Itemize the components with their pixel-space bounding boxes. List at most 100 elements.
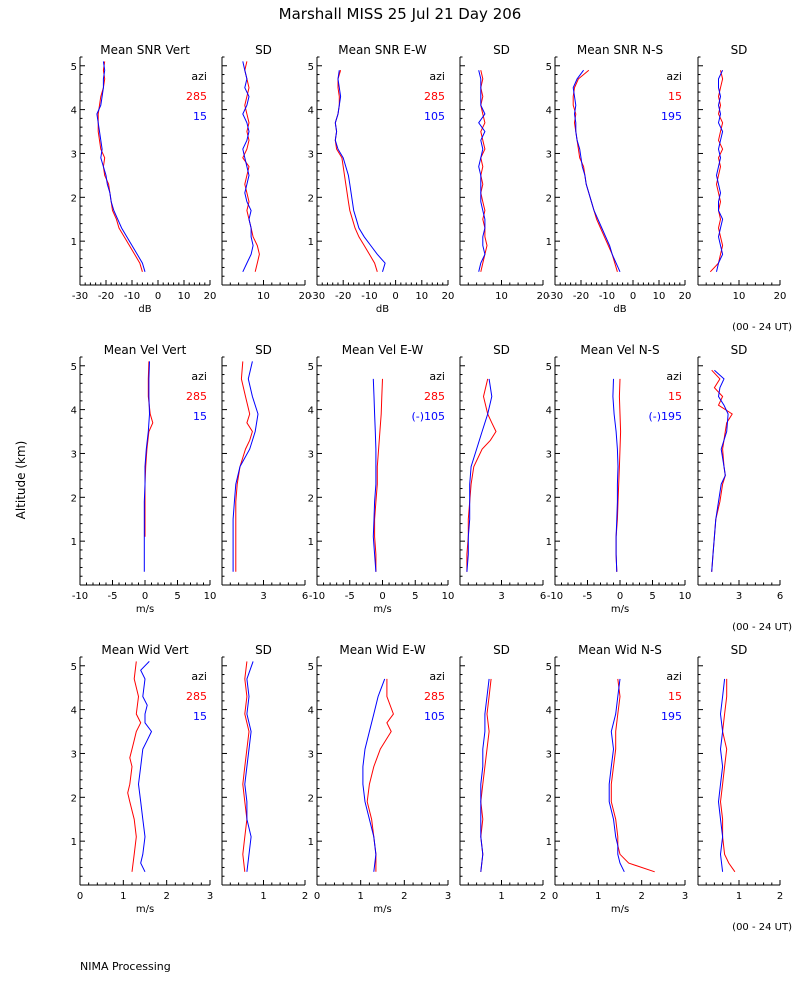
panel-0-3: SD 10 20 (459, 43, 550, 302)
x-tick-label: 10 (679, 591, 692, 602)
y-tick-label: 2 (308, 793, 314, 804)
y-tick-label: 1 (546, 837, 552, 848)
x-tick-label: 0 (77, 891, 83, 902)
y-tick-label: 3 (308, 749, 314, 760)
x-unit-label: dB (138, 304, 151, 315)
x-tick-label: -5 (108, 591, 118, 602)
legend-entry-blue: (-)195 (648, 410, 682, 423)
legend-entry-blue: 105 (424, 110, 445, 123)
series-line-red (709, 70, 724, 273)
series-line-red (615, 378, 622, 572)
legend-entry-blue: (-)105 (411, 410, 445, 423)
x-tick-label: 10 (178, 291, 191, 302)
panel-1-4: Mean Vel N-S -10 -5 0 5 10 1 2 3 4 5 m/s azi 15 (-)195 (546, 343, 692, 615)
x-unit-label: m/s (136, 604, 154, 615)
x-tick-label: 5 (174, 591, 180, 602)
x-tick-label: 5 (649, 591, 655, 602)
legend-header: azi (429, 370, 445, 383)
y-tick-label: 1 (546, 237, 552, 248)
y-tick-label: 2 (308, 493, 314, 504)
series-line-blue (572, 69, 621, 273)
legend-entry-red: 285 (424, 690, 445, 703)
legend-entry-blue: 105 (424, 710, 445, 723)
x-tick-label: -10 (309, 591, 325, 602)
x-unit-label: dB (613, 304, 626, 315)
series-line-red (144, 361, 154, 537)
x-tick-label: 0 (630, 291, 636, 302)
x-tick-label: 10 (733, 291, 746, 302)
x-tick-label: 1 (595, 891, 601, 902)
x-tick-label: -30 (309, 291, 325, 302)
series-line-blue (612, 378, 619, 572)
panels-group: Mean SNR Vert-30 -20 -10 0 10 2012345dBazi285… (71, 43, 787, 915)
x-tick-label: 0 (392, 291, 398, 302)
panel-0-5: SD 10 20 (697, 43, 787, 302)
x-tick-label: -20 (573, 291, 589, 302)
y-tick-label: 5 (71, 362, 77, 373)
series-line-blue (478, 70, 486, 272)
y-tick-label: 1 (308, 537, 314, 548)
ut-range-label-row2: (00 - 24 UT) (732, 622, 792, 633)
legend-entry-red: 285 (186, 690, 207, 703)
panel-title: Mean SNR Vert (100, 43, 190, 57)
x-tick-label: -10 (124, 291, 140, 302)
y-tick-label: 2 (308, 193, 314, 204)
series-line-red (242, 661, 250, 872)
y-tick-label: 3 (546, 149, 552, 160)
panel-2-5: SD 1 2 (697, 643, 783, 902)
x-tick-label: 5 (412, 591, 418, 602)
legend-header: azi (429, 70, 445, 83)
x-tick-label: 20 (774, 291, 787, 302)
series-line-blue (711, 369, 729, 572)
x-tick-label: 1 (498, 891, 504, 902)
y-tick-label: 1 (308, 837, 314, 848)
series-line-blue (715, 69, 724, 272)
y-tick-label: 5 (546, 362, 552, 373)
panel-1-0: Mean Vel Vert -10 -5 0 5 10 1 2 3 4 5 m/s azi 285 15 (71, 343, 217, 615)
series-line-red (466, 378, 497, 572)
x-tick-label: 1 (736, 891, 742, 902)
x-tick-label: 3 (736, 591, 742, 602)
panel-0-1: SD 10 20 (221, 43, 312, 302)
series-line-blue (362, 678, 386, 872)
legend-header: azi (666, 370, 682, 383)
y-tick-label: 2 (71, 793, 77, 804)
panel-title: Mean Wid N-S (578, 643, 662, 657)
series-line-blue (143, 361, 151, 572)
y-tick-label: 5 (308, 362, 314, 373)
legend-entry-blue: 195 (661, 710, 682, 723)
panel-0-0: Mean SNR Vert -30 -20 -10 0 10 20 1 2 3 4 5 dB azi 285… (71, 43, 217, 315)
x-tick-label: -10 (599, 291, 615, 302)
y-tick-label: 2 (546, 493, 552, 504)
x-tick-label: 20 (299, 291, 312, 302)
x-tick-label: 20 (442, 291, 455, 302)
x-tick-label: -30 (72, 291, 88, 302)
x-tick-label: 2 (638, 891, 644, 902)
x-tick-label: 1 (357, 891, 363, 902)
x-tick-label: 3 (207, 891, 213, 902)
x-unit-label: m/s (611, 604, 629, 615)
panel-1-5: SD 3 6 (697, 343, 783, 602)
y-tick-label: 3 (71, 149, 77, 160)
altitude-axis-label: Altitude (km) (14, 441, 28, 520)
series-line-red (127, 661, 142, 872)
series-line-red (719, 678, 736, 873)
series-line-red (97, 61, 143, 272)
x-tick-label: 10 (257, 291, 270, 302)
legend-entry-red: 15 (668, 390, 682, 403)
panel-title: SD (255, 643, 272, 657)
y-tick-label: 3 (546, 449, 552, 460)
series-line-red (334, 70, 378, 272)
panel-1-3: SD 3 6 (459, 343, 546, 602)
series-line-red (711, 369, 733, 572)
legend-entry-red: 285 (186, 390, 207, 403)
y-tick-label: 3 (308, 149, 314, 160)
x-tick-label: 3 (260, 591, 266, 602)
x-tick-label: 20 (537, 291, 550, 302)
y-tick-label: 4 (71, 106, 77, 117)
x-tick-label: -10 (361, 291, 377, 302)
panel-title: SD (731, 643, 748, 657)
legend-entry-red: 285 (424, 390, 445, 403)
x-tick-label: 10 (495, 291, 508, 302)
